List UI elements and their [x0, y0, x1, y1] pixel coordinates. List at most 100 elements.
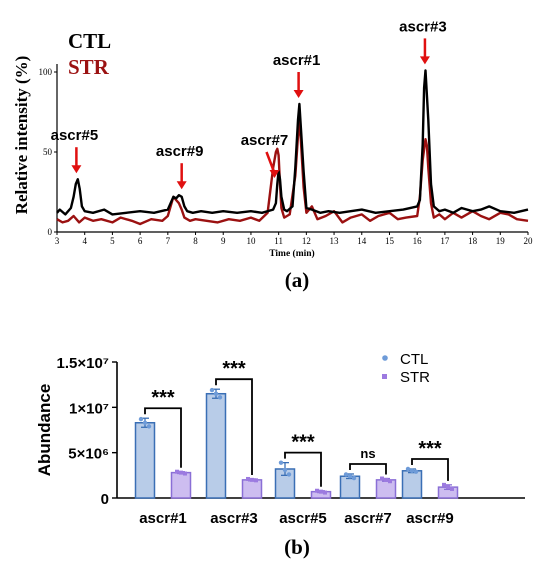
bar-ctl	[205, 392, 227, 499]
bar-y-tick-label: 1.5×10⁷	[57, 355, 110, 372]
bar-category-label: ascr#5	[279, 510, 327, 527]
bar-ctl	[339, 475, 361, 499]
data-point	[213, 391, 219, 396]
chromatogram-xlabel: Time (min)	[269, 248, 314, 259]
x-tick-label: 18	[468, 236, 478, 246]
data-point	[138, 416, 144, 422]
data-point	[142, 420, 148, 425]
data-point	[315, 488, 319, 493]
chromatogram-ylabel: Relative intensity (%)	[12, 56, 31, 215]
legend-ctl-text: CTL	[400, 351, 428, 368]
bar-category-label: ascr#3	[210, 510, 258, 527]
data-point	[250, 477, 254, 482]
x-tick-label: 16	[413, 236, 423, 246]
series-line-str	[56, 118, 529, 226]
annotation-arrowhead	[293, 90, 304, 98]
panel-a-label: (a)	[285, 268, 310, 292]
data-point	[217, 395, 223, 400]
chromatogram-axes: 3 4 5 6 7 8 9 10 11 12 13 14 15 16 17 18 19 20 0 50 100	[39, 64, 534, 246]
bar-ctl	[401, 470, 423, 499]
annotation-arrow	[265, 151, 276, 174]
legend-str-label: STR	[68, 55, 110, 79]
data-point	[286, 472, 292, 477]
annotation-arrowhead	[176, 181, 187, 190]
abundance-bars	[134, 387, 459, 499]
annotation-label: ascr#7	[241, 132, 289, 149]
data-point	[319, 489, 323, 494]
annotation-arrowhead	[269, 170, 280, 178]
annotation-label: ascr#1	[273, 52, 321, 69]
annotation-label: ascr#5	[51, 127, 99, 144]
x-tick-label: 20	[524, 236, 534, 246]
significance-bracket	[284, 451, 322, 487]
x-tick-label: 10	[246, 236, 256, 246]
bar-str	[375, 479, 397, 499]
data-point	[183, 471, 187, 476]
annotation-arrowhead	[71, 165, 82, 174]
x-tick-label: 14	[357, 236, 367, 246]
data-point	[254, 478, 258, 483]
bar-y-tick-label: 0	[101, 491, 109, 508]
data-point	[384, 477, 388, 482]
annotation-label: ascr#9	[156, 143, 204, 160]
abundance-ylabel: Abundance	[35, 384, 54, 477]
legend-ctl-label: CTL	[68, 29, 111, 53]
x-tick-label: 15	[385, 236, 395, 246]
significance-brackets: *** *** *** ns ***	[144, 358, 449, 487]
data-point	[446, 485, 450, 490]
x-tick-label: 13	[330, 236, 340, 246]
y-tick-label: 100	[39, 67, 53, 77]
x-tick-label: 8	[193, 236, 198, 246]
x-tick-label: 19	[496, 236, 506, 246]
significance-label: ***	[222, 358, 246, 380]
peak-annotations: ascr#5 ascr#9 ascr#7 ascr#1 ascr#3	[51, 18, 447, 190]
significance-label: ***	[151, 387, 175, 409]
data-point	[282, 467, 288, 473]
data-point	[246, 476, 250, 481]
legend-str-text: STR	[400, 369, 430, 386]
bar-str	[170, 471, 192, 499]
significance-label: ***	[291, 432, 315, 454]
data-point	[323, 490, 327, 495]
bar-ctl	[134, 421, 156, 499]
data-point	[388, 479, 392, 484]
data-point	[179, 470, 183, 475]
bar-y-tick-label: 5×10⁶	[68, 446, 109, 463]
series-line-ctl	[56, 69, 529, 216]
x-tick-label: 3	[55, 236, 60, 246]
data-point	[209, 387, 215, 393]
y-tick-label: 50	[43, 147, 53, 157]
legend-ctl-marker	[382, 355, 388, 361]
data-point	[442, 482, 446, 487]
x-tick-label: 12	[302, 236, 311, 246]
y-tick-label: 0	[48, 227, 53, 237]
x-tick-label: 6	[138, 236, 143, 246]
significance-label: ns	[360, 446, 375, 461]
abundance-axes: 0 5×10⁶ 1×10⁷ 1.5×10⁷ ascr#1 ascr#3 ascr#5 ascr…	[57, 355, 525, 527]
x-tick-label: 9	[221, 236, 226, 246]
x-tick-label: 17	[440, 236, 450, 246]
significance-bracket	[144, 407, 182, 468]
data-point	[380, 476, 384, 481]
bar-category-label: ascr#1	[139, 510, 187, 527]
significance-label: ***	[418, 438, 442, 460]
x-tick-label: 4	[82, 236, 87, 246]
bar-y-tick-label: 1×10⁷	[69, 400, 109, 417]
significance-bracket	[215, 378, 253, 475]
abundance-panel: 0 5×10⁶ 1×10⁷ 1.5×10⁷ ascr#1 ascr#3 ascr#5 ascr…	[35, 351, 525, 559]
data-point	[278, 460, 284, 465]
data-point	[347, 474, 353, 479]
chromatogram-series	[56, 69, 529, 226]
annotation-label: ascr#3	[399, 18, 447, 35]
significance-bracket	[411, 458, 449, 481]
data-point	[175, 469, 179, 474]
bar-str	[241, 479, 263, 499]
data-point	[413, 469, 419, 474]
significance-bracket	[349, 463, 387, 475]
annotation-arrowhead	[419, 56, 430, 65]
data-point	[409, 468, 415, 473]
data-point	[343, 472, 349, 477]
chromatogram-panel: 3 4 5 6 7 8 9 10 11 12 13 14 15 16 17 18 19 20 0 50 100 ascr…	[12, 18, 533, 292]
